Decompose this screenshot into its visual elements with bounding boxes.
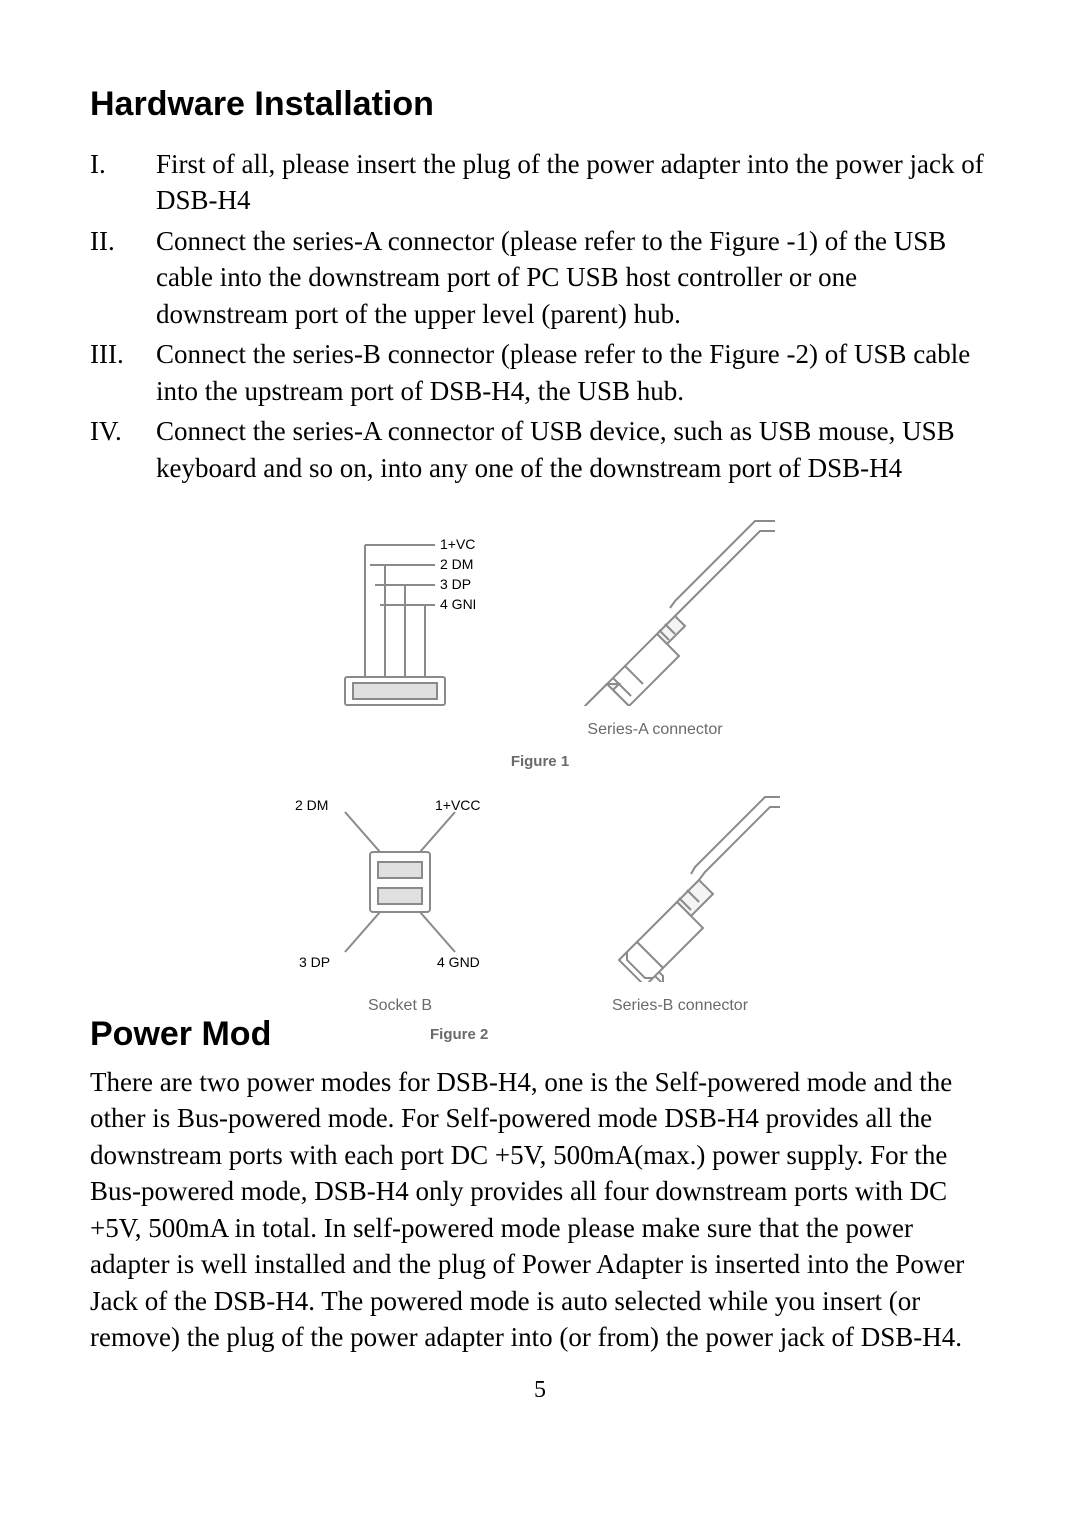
step-text: Connect the series-A connector (please r… xyxy=(156,223,990,332)
figure2-caption: Figure 2 xyxy=(430,1026,488,1043)
install-steps-list: I. First of all, please insert the plug … xyxy=(90,146,990,486)
step-number: IV. xyxy=(90,413,156,486)
step-number: I. xyxy=(90,146,156,219)
page-number: 5 xyxy=(90,1377,990,1404)
pin-label: 2 DM xyxy=(440,556,473,572)
pin-label: 1+VCC xyxy=(440,536,475,552)
heading-power-mod: Power Mod xyxy=(90,1015,370,1054)
step-text: Connect the series-A connector of USB de… xyxy=(156,413,990,486)
install-step: I. First of all, please insert the plug … xyxy=(90,146,990,219)
pin-label: 4 GND xyxy=(440,596,475,612)
figure1-row: 1+VCC 2 DM 3 DP 4 GND xyxy=(295,516,785,739)
pin-label: 2 DM xyxy=(295,797,328,813)
figure1-caption: Figure 1 xyxy=(511,753,569,770)
heading-hardware-installation: Hardware Installation xyxy=(90,85,990,124)
power-heading-row: Power Mod Figure 2 xyxy=(90,1015,990,1054)
pin-label: 3 DP xyxy=(440,576,471,592)
install-step: II. Connect the series-A connector (plea… xyxy=(90,223,990,332)
install-step: III. Connect the series-B connector (ple… xyxy=(90,336,990,409)
figure1-pinout-diagram: 1+VCC 2 DM 3 DP 4 GND xyxy=(295,527,475,727)
power-mode-paragraph: There are two power modes for DSB-H4, on… xyxy=(90,1064,990,1356)
pin-label: 1+VCC xyxy=(435,797,481,813)
pin-label: 3 DP xyxy=(299,954,330,970)
step-text: Connect the series-B connector (please r… xyxy=(156,336,990,409)
figure2-socket-block: 2 DM 1+VCC 3 DP 4 GND Socket B xyxy=(285,792,515,1015)
series-a-label: Series-A connector xyxy=(525,721,785,739)
series-b-label: Series-B connector xyxy=(565,997,795,1015)
step-number: III. xyxy=(90,336,156,409)
socket-b-label: Socket B xyxy=(285,997,515,1015)
pin-label: 4 GND xyxy=(437,954,480,970)
figure2-row: 2 DM 1+VCC 3 DP 4 GND Socket B xyxy=(285,792,795,1015)
figure2-connector-block: Series-B connector xyxy=(565,792,795,1015)
step-text: First of all, please insert the plug of … xyxy=(156,146,990,219)
figure1-connector-block: Series-A connector xyxy=(525,516,785,739)
install-step: IV. Connect the series-A connector of US… xyxy=(90,413,990,486)
series-a-connector-icon xyxy=(525,516,785,706)
series-b-connector-icon xyxy=(565,792,795,982)
socket-b-diagram: 2 DM 1+VCC 3 DP 4 GND xyxy=(285,792,515,982)
figures-block: 1+VCC 2 DM 3 DP 4 GND xyxy=(90,516,990,1015)
step-number: II. xyxy=(90,223,156,332)
